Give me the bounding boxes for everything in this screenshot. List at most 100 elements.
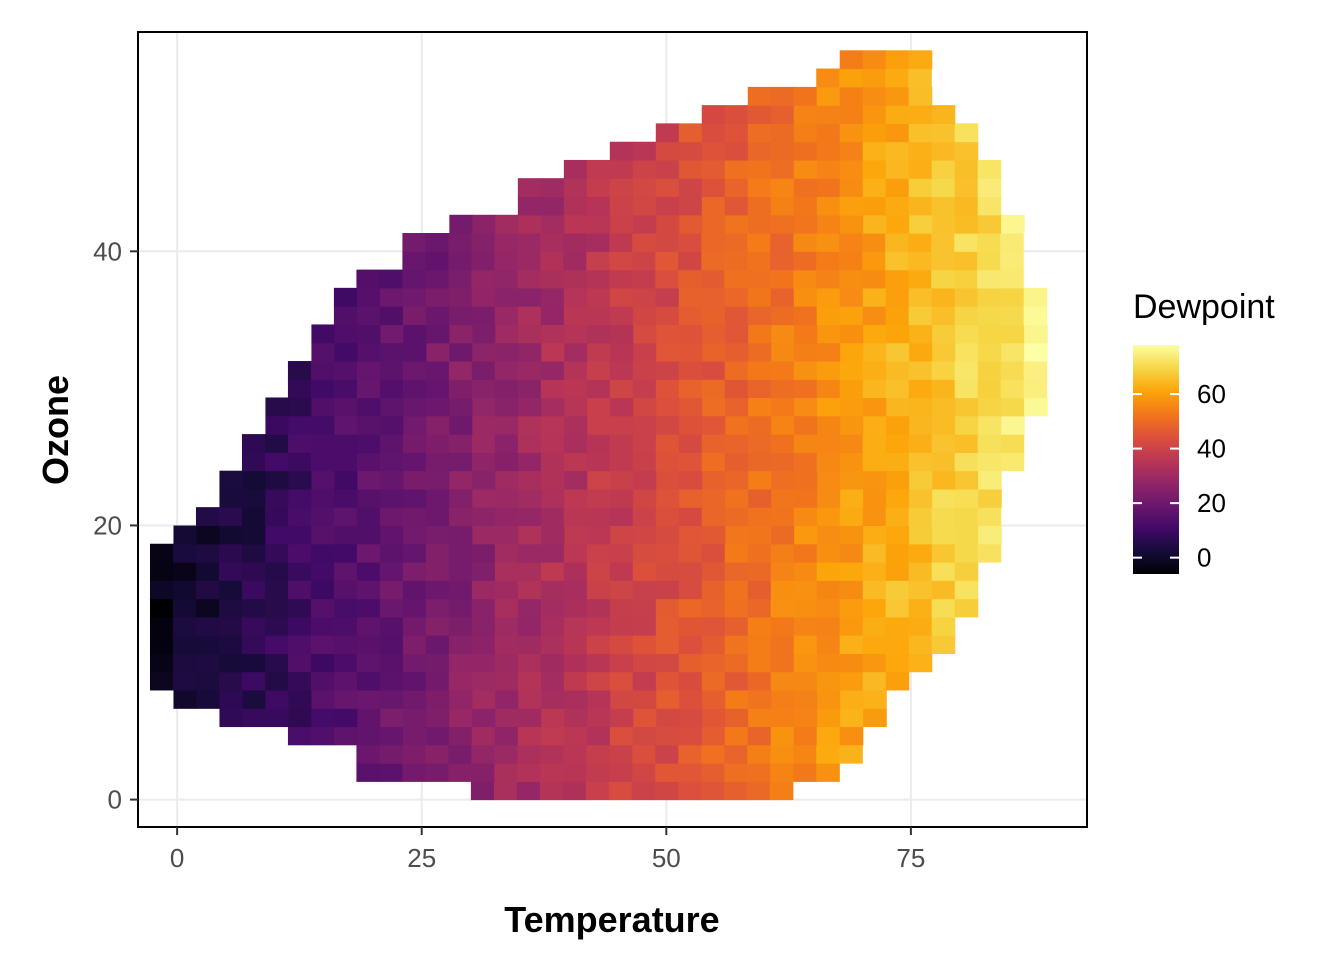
heatmap-tile bbox=[862, 287, 887, 307]
heatmap-tile bbox=[678, 726, 703, 746]
heatmap-tile bbox=[862, 306, 887, 326]
heatmap-tile bbox=[403, 342, 427, 362]
heatmap-tile bbox=[885, 287, 910, 307]
heatmap-tile bbox=[609, 269, 633, 289]
heatmap-tile bbox=[770, 671, 795, 691]
heatmap-tile bbox=[863, 488, 887, 508]
heatmap-tile bbox=[310, 561, 335, 581]
heatmap-tile bbox=[700, 781, 725, 801]
heatmap-tile bbox=[448, 744, 472, 764]
heatmap-tile bbox=[310, 635, 335, 654]
heatmap-tile bbox=[679, 488, 703, 508]
heatmap-tile bbox=[540, 287, 565, 307]
heatmap-tile bbox=[770, 452, 795, 472]
heatmap-tile bbox=[885, 105, 910, 124]
heatmap-tile bbox=[724, 251, 748, 271]
heatmap-tile bbox=[955, 525, 979, 545]
heatmap-tile bbox=[793, 379, 818, 399]
heatmap-tile bbox=[724, 507, 749, 526]
heatmap-tile bbox=[310, 671, 335, 691]
heatmap-tile bbox=[403, 525, 427, 545]
heatmap-tile bbox=[771, 470, 795, 490]
heatmap-tile bbox=[747, 580, 772, 600]
heatmap-tile bbox=[402, 616, 427, 636]
heatmap-tile bbox=[586, 233, 610, 252]
heatmap-tile bbox=[724, 543, 749, 563]
heatmap-tile bbox=[1000, 306, 1025, 326]
heatmap-tile bbox=[586, 580, 611, 600]
heatmap-tile bbox=[149, 543, 174, 563]
heatmap-tile bbox=[425, 580, 450, 600]
heatmap-tile bbox=[310, 361, 335, 380]
heatmap-tile bbox=[817, 214, 841, 234]
legend-tick-label: 60 bbox=[1197, 379, 1226, 409]
heatmap-tile bbox=[357, 488, 381, 508]
heatmap-tile bbox=[701, 361, 726, 380]
heatmap-tile bbox=[954, 561, 979, 581]
heatmap-tile bbox=[494, 561, 519, 581]
heatmap-tile bbox=[725, 525, 749, 545]
heatmap-tile bbox=[816, 561, 841, 581]
heatmap-tile bbox=[334, 397, 358, 417]
heatmap-tile bbox=[471, 434, 496, 453]
heatmap-tile bbox=[931, 306, 956, 326]
heatmap-tile bbox=[448, 763, 472, 782]
heatmap-tile bbox=[817, 690, 841, 709]
heatmap-tile bbox=[541, 470, 565, 490]
heatmap-tile bbox=[265, 415, 290, 435]
heatmap-tile bbox=[587, 690, 611, 709]
heatmap-tile bbox=[356, 543, 381, 563]
heatmap-tile bbox=[333, 616, 358, 636]
heatmap-tile bbox=[724, 306, 749, 326]
heatmap-tile bbox=[425, 251, 449, 271]
heatmap-tile bbox=[840, 470, 864, 490]
heatmap-tile bbox=[1000, 379, 1025, 399]
heatmap-tile bbox=[632, 196, 657, 216]
heatmap-tile bbox=[931, 543, 956, 563]
heatmap-tile bbox=[656, 525, 680, 545]
heatmap-tile bbox=[840, 214, 864, 234]
heatmap-tile bbox=[540, 744, 564, 764]
y-axis: 0 20 40 bbox=[93, 236, 138, 815]
heatmap-tile bbox=[518, 324, 542, 344]
heatmap-tile bbox=[517, 653, 542, 673]
heatmap-tile bbox=[747, 543, 772, 563]
heatmap-tile bbox=[655, 616, 680, 636]
heatmap-tile bbox=[471, 543, 496, 563]
heatmap-tile bbox=[678, 763, 702, 782]
heatmap-tile bbox=[840, 690, 864, 709]
heatmap-tile bbox=[310, 598, 335, 618]
heatmap-tile bbox=[678, 561, 703, 581]
heatmap-tile bbox=[333, 434, 358, 453]
heatmap-tile bbox=[678, 306, 703, 326]
heatmap-tile bbox=[954, 598, 979, 618]
heatmap-tile bbox=[494, 251, 518, 271]
heatmap-tile bbox=[587, 470, 611, 490]
heatmap-tile bbox=[862, 507, 887, 526]
heatmap-tile bbox=[655, 507, 680, 526]
heatmap-tile bbox=[540, 178, 565, 198]
heatmap-tile bbox=[517, 287, 542, 307]
heatmap-tile bbox=[701, 671, 726, 691]
heatmap-tile bbox=[909, 470, 933, 490]
heatmap-tile bbox=[977, 251, 1001, 271]
heatmap-tile bbox=[747, 671, 772, 691]
heatmap-tile bbox=[586, 159, 611, 179]
heatmap-tile bbox=[172, 561, 197, 581]
heatmap-tile bbox=[793, 269, 817, 289]
heatmap-tile bbox=[494, 543, 519, 563]
heatmap-tile bbox=[449, 342, 473, 362]
heatmap-tile bbox=[817, 708, 841, 728]
heatmap-tile bbox=[609, 452, 634, 472]
heatmap-tile bbox=[494, 507, 519, 526]
heatmap-tile bbox=[908, 141, 933, 161]
heatmap-tile bbox=[677, 781, 702, 801]
heatmap-tile bbox=[517, 616, 542, 636]
heatmap-tile bbox=[264, 598, 289, 618]
heatmap-tile bbox=[655, 744, 679, 764]
heatmap-tile bbox=[885, 635, 910, 654]
heatmap-tile bbox=[241, 616, 266, 636]
heatmap-tile bbox=[425, 561, 450, 581]
heatmap-tile bbox=[862, 653, 887, 673]
legend-ticks: 0 20 40 60 bbox=[1133, 379, 1226, 573]
